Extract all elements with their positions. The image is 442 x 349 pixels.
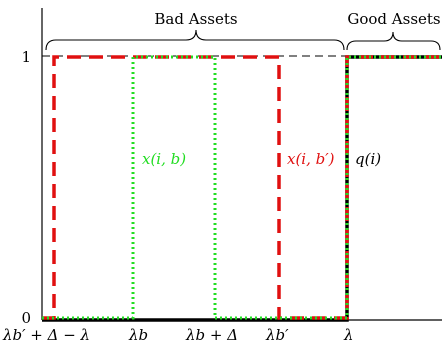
- good-assets-label: Good Assets: [347, 10, 440, 28]
- x-tick-4: λb′: [265, 326, 289, 344]
- curve-x-ib-prime: [42, 55, 442, 320]
- y-tick-zero: 0: [21, 309, 31, 327]
- label-q-i: q(i): [355, 150, 381, 168]
- label-x-ibprime: x(i, b′): [287, 150, 335, 168]
- label-x-ib: x(i, b): [142, 150, 186, 168]
- x-tick-2: λb: [128, 326, 148, 344]
- x-tick-1: λb′ + Δ − λ: [2, 326, 90, 344]
- good-assets-brace: [346, 31, 441, 51]
- bad-assets-brace: [45, 29, 345, 51]
- bad-assets-label: Bad Assets: [154, 10, 237, 28]
- y-tick-one: 1: [21, 48, 31, 66]
- curve-x-ib: [42, 55, 442, 320]
- x-tick-5: λ: [343, 326, 354, 344]
- curve-q-i: [42, 55, 442, 322]
- x-tick-3: λb + Δ: [185, 326, 238, 344]
